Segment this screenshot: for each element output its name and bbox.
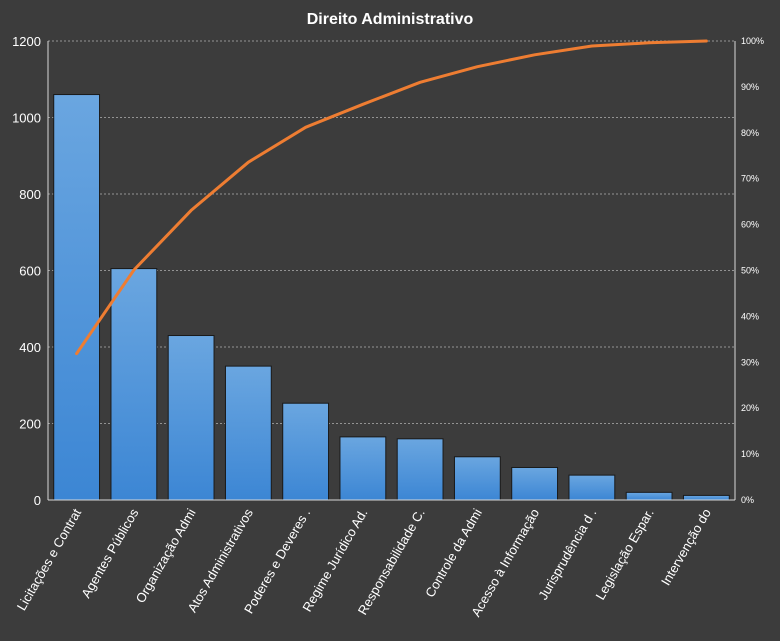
right-tick-label: 40% — [741, 311, 759, 321]
category-label: Jurisprudência d . — [535, 506, 599, 602]
bar — [682, 494, 730, 501]
category-label: Legislação Espar. — [592, 506, 656, 602]
right-tick-label: 10% — [741, 449, 759, 459]
left-tick-label: 400 — [19, 340, 41, 355]
right-tick-label: 60% — [741, 220, 759, 230]
left-axis: 0 200 400 600 800 1000 1200 — [12, 34, 735, 508]
bar — [110, 268, 158, 501]
chart-title: Direito Administrativo — [307, 11, 474, 28]
bar — [568, 474, 616, 501]
bar — [339, 436, 387, 501]
bar — [282, 402, 330, 501]
bar-series — [53, 94, 730, 501]
left-tick-label: 0 — [34, 493, 41, 508]
category-label: Organização Admi — [133, 506, 199, 606]
right-tick-label: 30% — [741, 357, 759, 367]
right-tick-label: 70% — [741, 174, 759, 184]
category-label: Regime Jurídico Ad. — [299, 506, 370, 614]
right-tick-label: 50% — [741, 266, 759, 276]
category-label: Atos Administrativos — [184, 506, 256, 615]
right-tick-label: 80% — [741, 128, 759, 138]
right-axis: 0% 10% 20% 30% 40% 50% 60% 70% 80% 90% 100% — [734, 36, 764, 505]
cumulative-line-series — [75, 39, 708, 356]
category-label: Responsabilidade C. — [355, 506, 428, 617]
bar — [167, 335, 215, 501]
left-tick-label: 800 — [19, 187, 41, 202]
bar — [396, 438, 444, 501]
left-tick-label: 600 — [19, 264, 41, 279]
left-tick-label: 200 — [19, 417, 41, 432]
category-label: Licitações e Contrat — [14, 506, 85, 613]
bar — [224, 365, 272, 501]
right-tick-label: 20% — [741, 403, 759, 413]
cumulative-line — [75, 39, 708, 356]
category-label: Agentes Públicos — [78, 506, 141, 601]
right-tick-label: 90% — [741, 82, 759, 92]
right-tick-label: 0% — [741, 495, 754, 505]
gridlines — [48, 40, 735, 424]
category-label: Controle da Admi — [422, 506, 485, 600]
category-label: Intervenção do — [658, 506, 714, 588]
bar — [53, 94, 101, 501]
right-tick-label: 100% — [741, 36, 764, 46]
bar — [625, 491, 673, 501]
bar — [453, 456, 501, 501]
left-tick-label: 1000 — [12, 111, 41, 126]
bar — [511, 466, 559, 501]
left-tick-label: 1200 — [12, 34, 41, 49]
